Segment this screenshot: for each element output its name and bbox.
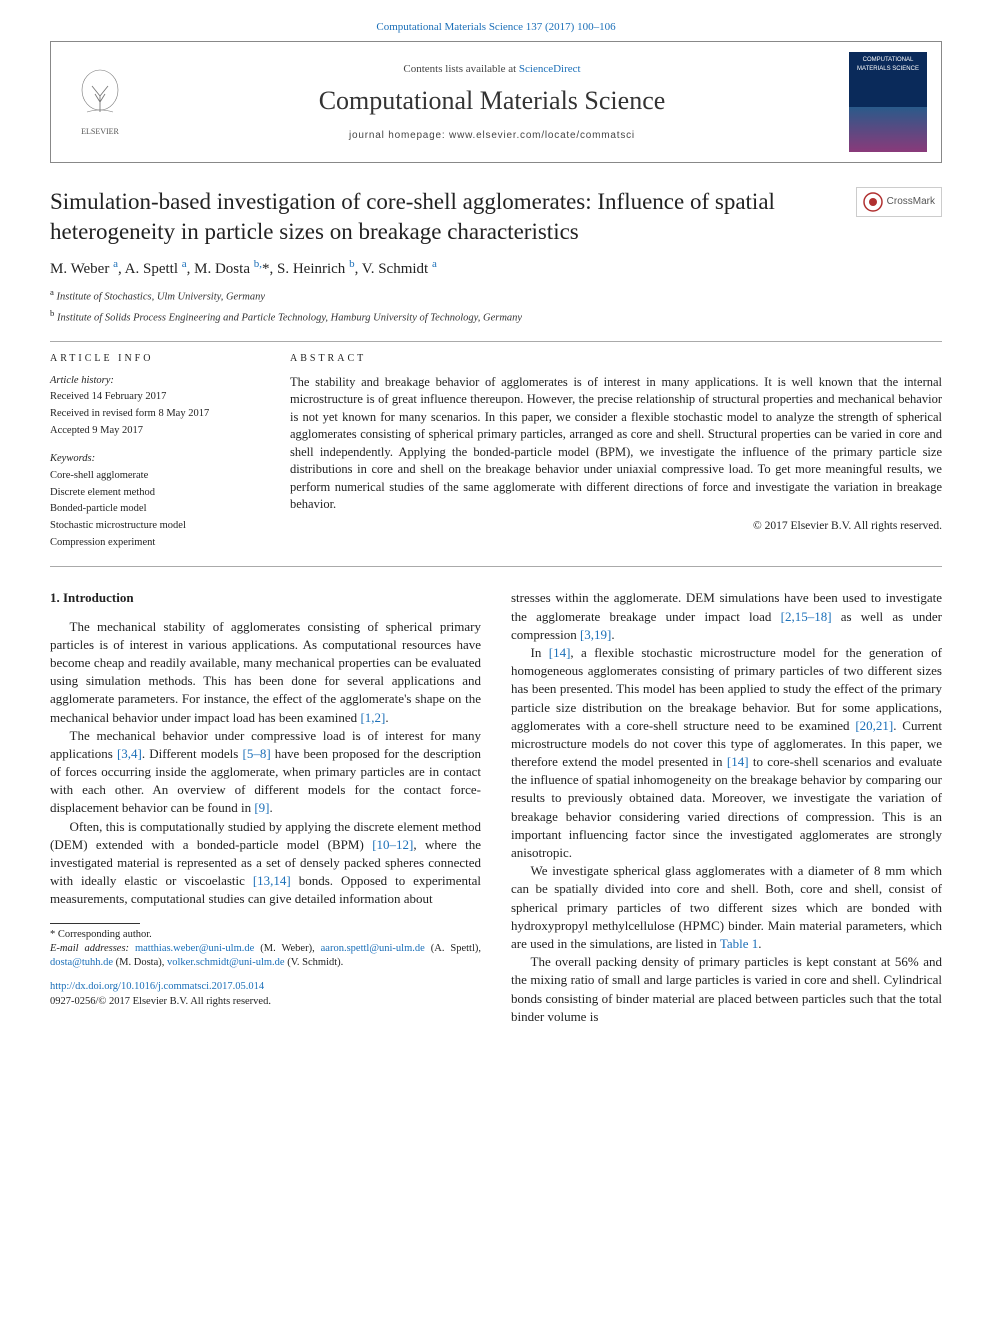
table-link[interactable]: Table 1	[720, 936, 758, 951]
title-row: Simulation-based investigation of core-s…	[50, 187, 942, 247]
top-citation-link[interactable]: Computational Materials Science 137 (201…	[376, 21, 615, 33]
history-line: Accepted 9 May 2017	[50, 424, 250, 439]
history-line: Received 14 February 2017	[50, 390, 250, 405]
authors: M. Weber a, A. Spettl a, M. Dosta b,*, S…	[50, 257, 942, 280]
citation-link[interactable]: [5–8]	[242, 746, 270, 761]
citation-link[interactable]: [9]	[254, 800, 269, 815]
journal-header: ELSEVIER Contents lists available at Sci…	[50, 41, 942, 163]
keywords-label: Keywords:	[50, 452, 250, 467]
journal-homepage: journal homepage: www.elsevier.com/locat…	[135, 129, 849, 143]
keyword: Bonded-particle model	[50, 502, 250, 517]
citation-link[interactable]: [13,14]	[253, 873, 291, 888]
email-addresses: E-mail addresses: matthias.weber@uni-ulm…	[50, 942, 481, 970]
body-columns: 1. Introduction The mechanical stability…	[50, 589, 942, 1026]
abstract-heading: ABSTRACT	[290, 352, 942, 366]
corresponding-author-note: * Corresponding author.	[50, 928, 481, 942]
abstract: ABSTRACT The stability and breakage beha…	[290, 352, 942, 553]
citation-link[interactable]: [20,21]	[855, 718, 893, 733]
crossmark-label: CrossMark	[887, 195, 935, 209]
history-line: Received in revised form 8 May 2017	[50, 407, 250, 422]
email-label: E-mail addresses:	[50, 943, 135, 954]
body-paragraph: The mechanical stability of agglomerates…	[50, 618, 481, 727]
keyword: Discrete element method	[50, 486, 250, 501]
crossmark-badge[interactable]: CrossMark	[856, 187, 942, 217]
top-citation: Computational Materials Science 137 (201…	[50, 20, 942, 35]
citation-link[interactable]: [10–12]	[372, 837, 413, 852]
keyword: Core-shell agglomerate	[50, 469, 250, 484]
contents-line: Contents lists available at ScienceDirec…	[135, 62, 849, 77]
article-title: Simulation-based investigation of core-s…	[50, 187, 836, 247]
citation-link[interactable]: [1,2]	[360, 710, 385, 725]
issn-copyright: 0927-0256/© 2017 Elsevier B.V. All right…	[50, 996, 271, 1007]
body-paragraph: stresses within the agglomerate. DEM sim…	[511, 589, 942, 644]
publisher-logo: ELSEVIER	[65, 62, 135, 142]
crossmark-icon	[863, 192, 883, 212]
doi-link[interactable]: http://dx.doi.org/10.1016/j.commatsci.20…	[50, 981, 264, 992]
body-paragraph: The mechanical behavior under compressiv…	[50, 727, 481, 818]
citation-link[interactable]: [2,15–18]	[781, 609, 832, 624]
abstract-text: The stability and breakage behavior of a…	[290, 374, 942, 514]
body-paragraph: The overall packing density of primary p…	[511, 953, 942, 1026]
meta-row: ARTICLE INFO Article history: Received 1…	[50, 352, 942, 553]
keyword: Compression experiment	[50, 536, 250, 551]
elsevier-tree-icon	[75, 68, 125, 124]
separator-rule-2	[50, 566, 942, 567]
journal-cover-thumbnail: COMPUTATIONAL MATERIALS SCIENCE	[849, 52, 927, 152]
article-info-heading: ARTICLE INFO	[50, 352, 250, 366]
article-info: ARTICLE INFO Article history: Received 1…	[50, 352, 250, 553]
citation-link[interactable]: [14]	[549, 645, 571, 660]
body-paragraph: In [14], a flexible stochastic microstru…	[511, 644, 942, 862]
citation-link[interactable]: [3,19]	[580, 627, 611, 642]
bottom-meta: http://dx.doi.org/10.1016/j.commatsci.20…	[50, 980, 481, 1009]
cover-label: COMPUTATIONAL MATERIALS SCIENCE	[853, 56, 923, 73]
section-heading: 1. Introduction	[50, 589, 481, 607]
sciencedirect-link[interactable]: ScienceDirect	[519, 63, 581, 75]
affiliations: a Institute of Stochastics, Ulm Universi…	[50, 286, 942, 326]
affiliation: a Institute of Stochastics, Ulm Universi…	[50, 286, 942, 305]
footnote-separator	[50, 923, 140, 924]
footnotes: * Corresponding author. E-mail addresses…	[50, 928, 481, 971]
separator-rule	[50, 341, 942, 342]
header-center: Contents lists available at ScienceDirec…	[135, 62, 849, 144]
citation-link[interactable]: [3,4]	[117, 746, 142, 761]
journal-name: Computational Materials Science	[135, 83, 849, 119]
body-paragraph: Often, this is computationally studied b…	[50, 818, 481, 909]
publisher-name: ELSEVIER	[81, 126, 119, 137]
abstract-copyright: © 2017 Elsevier B.V. All rights reserved…	[290, 518, 942, 534]
body-paragraph: We investigate spherical glass agglomera…	[511, 862, 942, 953]
contents-prefix: Contents lists available at	[403, 63, 518, 75]
affiliation: b Institute of Solids Process Engineerin…	[50, 307, 942, 326]
history-label: Article history:	[50, 374, 250, 389]
keyword: Stochastic microstructure model	[50, 519, 250, 534]
citation-link[interactable]: [14]	[727, 754, 749, 769]
